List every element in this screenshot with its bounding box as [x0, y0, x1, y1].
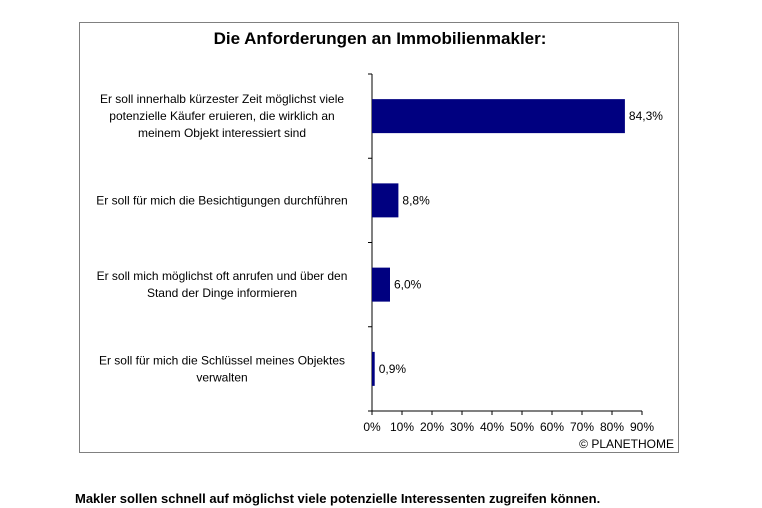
chart-frame: Die Anforderungen an Immobilienmakler: 0%… — [79, 22, 679, 453]
x-tick-label: 30% — [450, 420, 474, 434]
category-label: meinem Objekt interessiert sind — [138, 126, 306, 140]
category-label: verwalten — [196, 370, 247, 384]
bar — [372, 183, 399, 218]
x-tick-label: 20% — [420, 420, 444, 434]
bar-value-label: 84,3% — [629, 109, 663, 123]
bar-value-label: 0,9% — [379, 362, 407, 376]
x-tick-label: 80% — [600, 420, 624, 434]
source-label: © PLANETHOME — [579, 437, 674, 451]
bar-chart: Die Anforderungen an Immobilienmakler: 0%… — [96, 29, 674, 451]
bar-value-label: 6,0% — [394, 278, 422, 292]
x-tick-label: 60% — [540, 420, 564, 434]
chart-title: Die Anforderungen an Immobilienmakler: — [214, 29, 547, 48]
x-tick-label: 50% — [510, 420, 534, 434]
bar — [372, 351, 375, 386]
category-label: Er soll mich möglichst oft anrufen und ü… — [97, 269, 348, 283]
x-tick-label: 10% — [390, 420, 414, 434]
category-label: potenzielle Käufer eruieren, die wirklic… — [109, 109, 334, 123]
bar — [372, 267, 390, 302]
category-label: Er soll für mich die Schlüssel meines Ob… — [99, 353, 345, 367]
category-label: Stand der Dinge informieren — [147, 286, 297, 300]
x-tick-label: 70% — [570, 420, 594, 434]
category-label: Er soll für mich die Besichtigungen durc… — [96, 193, 347, 207]
x-tick-label: 40% — [480, 420, 504, 434]
category-label: Er soll innerhalb kürzester Zeit möglich… — [100, 92, 344, 106]
chart-caption: Makler sollen schnell auf möglichst viel… — [75, 491, 601, 506]
bar — [372, 99, 625, 134]
bar-value-label: 8,8% — [402, 193, 430, 207]
x-tick-label: 0% — [363, 420, 381, 434]
x-tick-label: 90% — [630, 420, 654, 434]
